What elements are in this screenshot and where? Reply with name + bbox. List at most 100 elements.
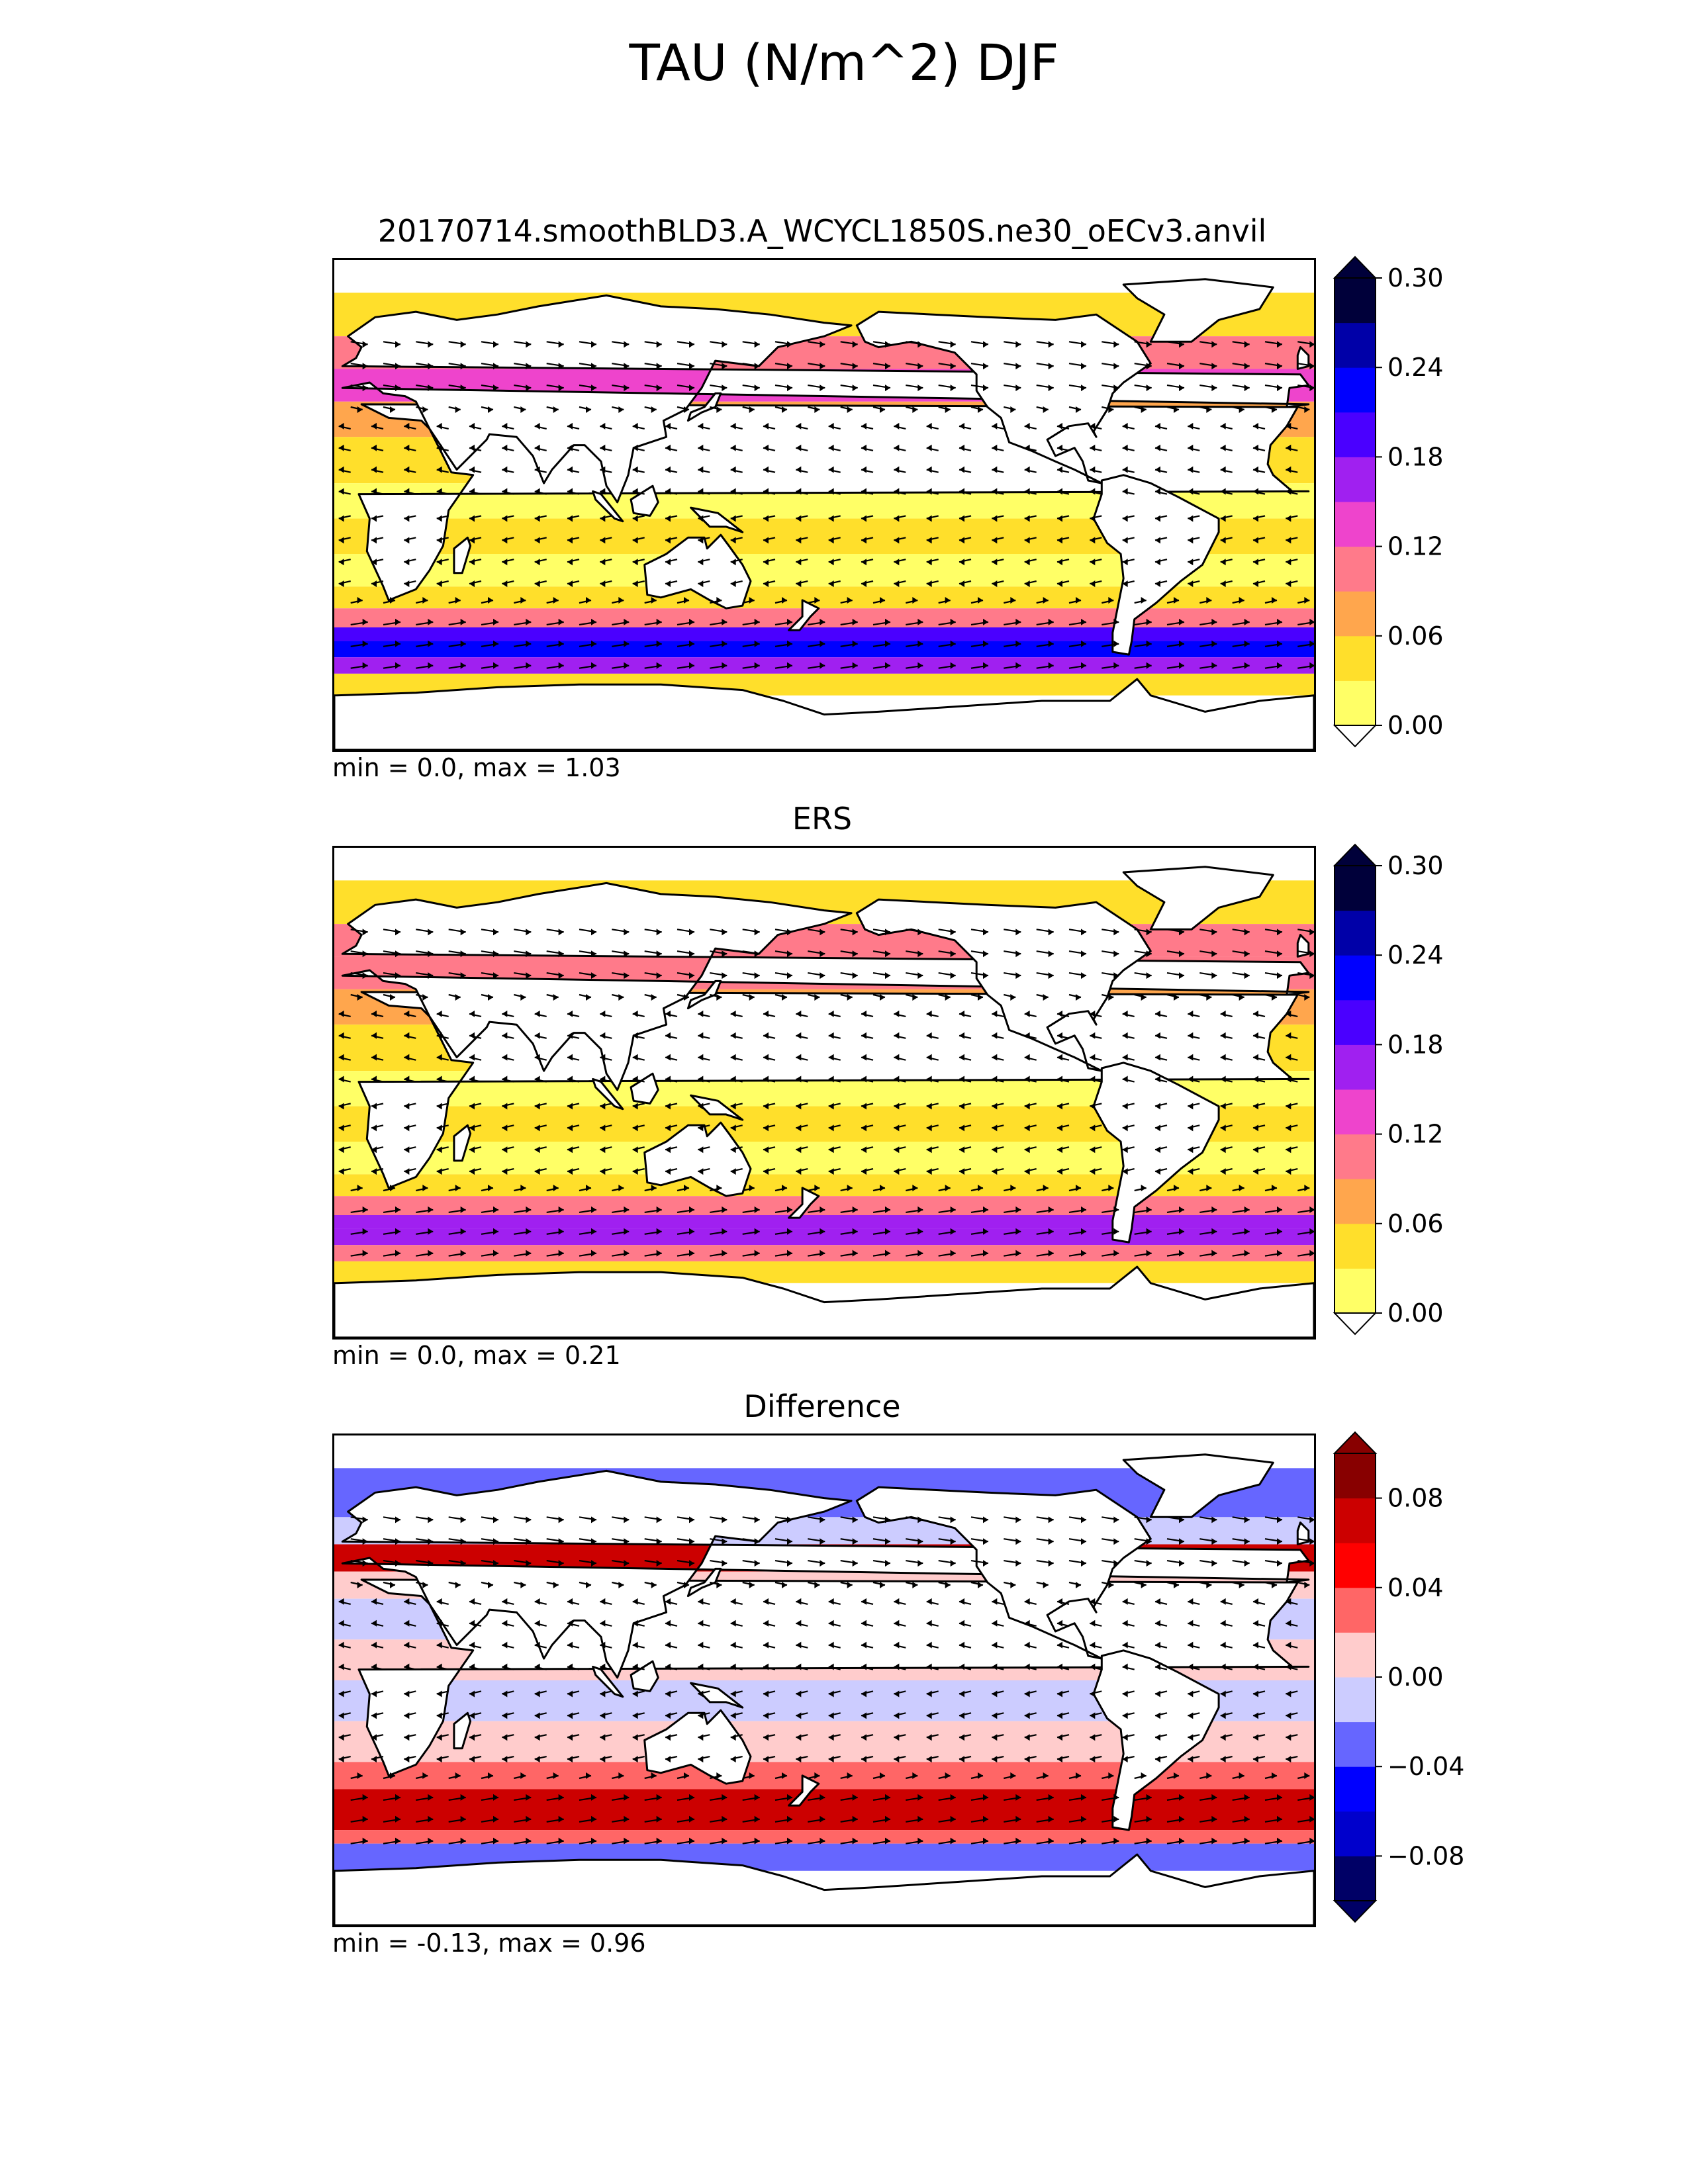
colorbar-segment: [1335, 546, 1376, 592]
wind-arrowhead: [460, 1538, 466, 1545]
wind-arrowhead: [730, 1619, 736, 1627]
wind-arrowhead: [1155, 488, 1160, 495]
wind-arrowhead: [1188, 466, 1194, 473]
wind-arrowhead: [1286, 422, 1291, 430]
wind-arrowhead: [469, 1598, 475, 1605]
wind-arrowhead: [1272, 406, 1277, 413]
wind-arrowhead: [1090, 1734, 1096, 1741]
wind-arrowhead: [945, 1772, 951, 1779]
colorbar-segment: [1335, 1721, 1376, 1767]
wind-arrowhead: [338, 1641, 344, 1649]
wind-arrowhead: [469, 444, 475, 451]
wind-arrowhead: [959, 1619, 964, 1627]
wind-arrowhead: [624, 950, 630, 958]
wind-arrowhead: [656, 662, 662, 669]
wind-arrowhead: [1239, 994, 1244, 1001]
wind-arrowhead: [1239, 1185, 1244, 1191]
wind-arrowhead: [338, 1032, 344, 1039]
wind-arrowhead: [493, 1837, 498, 1844]
wind-arrowhead: [338, 537, 344, 544]
wind-arrowhead: [983, 1837, 988, 1844]
wind-arrowhead: [586, 406, 591, 413]
wind-arrowhead: [357, 1772, 363, 1779]
wind-arrowhead: [722, 1250, 727, 1257]
wind-arrowhead: [894, 580, 900, 588]
wind-arrowhead: [1015, 1837, 1021, 1844]
wind-arrowhead: [488, 994, 493, 1001]
wind-arrowhead: [362, 385, 368, 392]
wind-arrowhead: [689, 341, 694, 348]
wind-arrowhead: [894, 1010, 900, 1017]
wind-arrowhead: [1179, 1206, 1184, 1213]
wind-arrowhead: [1155, 1010, 1160, 1017]
colorbar-tick-label: 0.12: [1387, 532, 1444, 561]
wind-arrowhead: [796, 444, 802, 451]
wind-arrowhead: [404, 1075, 410, 1083]
wind-arrowhead: [978, 994, 983, 1001]
wind-arrowhead: [787, 1250, 792, 1257]
wind-arrowhead: [567, 1124, 573, 1132]
wind-arrowhead: [689, 1794, 694, 1801]
wind-arrowhead: [722, 640, 727, 647]
wind-arrowhead: [1090, 559, 1096, 566]
wind-arrowhead: [1179, 640, 1184, 647]
wind-arrowhead: [1122, 1712, 1128, 1719]
wind-arrowhead: [1043, 1185, 1049, 1191]
wind-arrowhead: [428, 1837, 434, 1844]
wind-arrowhead: [1057, 1712, 1062, 1719]
wind-arrowhead: [1244, 1794, 1250, 1801]
wind-arrowhead: [567, 1734, 573, 1741]
wind-arrowhead: [665, 1619, 671, 1627]
wind-arrowhead: [820, 341, 825, 348]
wind-arrowhead: [567, 1010, 573, 1017]
colorbar-segment: [1335, 680, 1376, 726]
wind-arrowhead: [796, 1168, 802, 1175]
wind-arrowhead: [992, 1010, 998, 1017]
wind-arrowhead: [502, 1619, 508, 1627]
wind-arrowhead: [404, 1619, 410, 1627]
wind-arrowhead: [632, 1075, 638, 1083]
wind-arrowhead: [698, 1124, 704, 1132]
coastline: [341, 882, 1310, 1091]
coastline: [643, 1709, 752, 1785]
wind-arrowhead: [632, 1146, 638, 1154]
wind-arrowhead: [534, 1124, 540, 1132]
coastline: [686, 392, 722, 422]
wind-arrowhead: [586, 1185, 591, 1191]
wind-arrowhead: [1272, 1582, 1277, 1588]
wind-arrowhead: [1048, 972, 1054, 979]
wind-arrowhead: [820, 929, 825, 936]
wind-arrowhead: [1253, 488, 1258, 495]
coastline: [341, 1469, 1310, 1679]
wind-arrowhead: [632, 488, 638, 495]
wind-arrowhead: [1220, 1690, 1226, 1698]
wind-arrowhead: [1146, 1560, 1152, 1567]
wind-arrowhead: [1211, 341, 1217, 348]
wind-arrowhead: [814, 1772, 820, 1779]
wind-arrowhead: [828, 1124, 834, 1132]
wind-arrowhead: [656, 341, 662, 348]
wind-arrowhead: [689, 1538, 694, 1545]
wind-arrowhead: [651, 994, 657, 1001]
wind-arrowhead: [959, 1032, 964, 1039]
colorbar-tick-label: 0.04: [1387, 1573, 1444, 1602]
wind-arrowhead: [362, 972, 368, 979]
wind-arrowhead: [1188, 422, 1194, 430]
wind-arrowhead: [1253, 1619, 1258, 1627]
wind-arrowhead: [1081, 929, 1086, 936]
wind-arrowhead: [553, 994, 559, 1001]
wind-arrowhead: [917, 1794, 923, 1801]
map-svg: [334, 278, 1314, 750]
wind-arrowhead: [1211, 1815, 1217, 1823]
wind-arrowhead: [1286, 444, 1291, 451]
wind-arrowhead: [1122, 1641, 1128, 1649]
wind-arrowhead: [861, 444, 867, 451]
wind-arrowhead: [338, 488, 344, 495]
wind-arrowhead: [656, 1228, 662, 1235]
colorbar-extend-min: [1333, 1312, 1378, 1336]
wind-arrowhead: [395, 1815, 400, 1823]
wind-arrowhead: [534, 1641, 540, 1649]
wind-arrowhead: [926, 1032, 932, 1039]
wind-arrowhead: [1146, 618, 1152, 625]
wind-arrowhead: [880, 994, 885, 1001]
